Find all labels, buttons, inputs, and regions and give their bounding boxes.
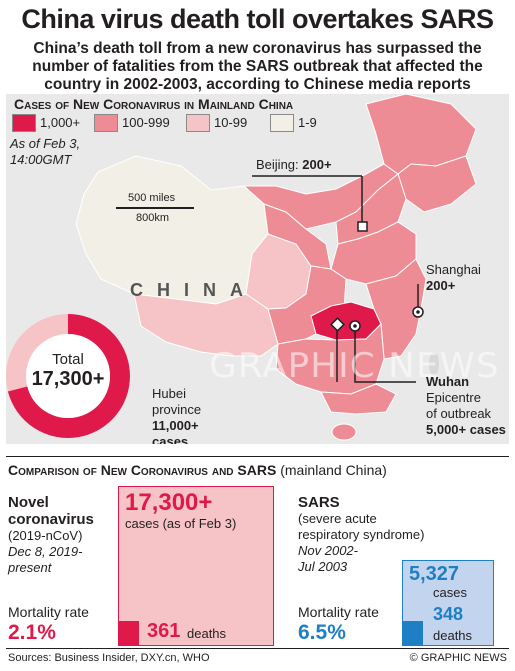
footer-sources: Sources: Business Insider, DXY.cn, WHO	[8, 652, 210, 664]
sars-mortality-value: 6.5%	[298, 621, 346, 644]
hubei-marker	[330, 317, 345, 332]
shanghai-cases: 200+	[426, 278, 456, 293]
beijing-marker	[357, 221, 368, 232]
ncov-mortality-value: 2.1%	[8, 621, 56, 644]
sars-cases-box: 5,327 cases 348 deaths	[402, 560, 494, 646]
hubei-cases: 11,000+	[152, 418, 199, 433]
wuhan-label: Wuhan Epicentre of outbreak 5,000+ cases	[426, 374, 506, 438]
region-taiwan	[429, 352, 439, 376]
comparison-title: Comparison of New Coronavirus and SARS	[8, 462, 277, 478]
wuhan-name: Wuhan	[426, 374, 470, 389]
legend-label: 1,000+	[40, 115, 81, 130]
legend-label: 100-999	[122, 115, 170, 130]
watermark: GRAPHIC NEWS	[209, 346, 500, 386]
sars-subname: (severe acute	[298, 511, 377, 526]
legend-swatch	[94, 114, 118, 132]
sars-description: SARS (severe acute respiratory syndrome)…	[298, 494, 424, 575]
wuhan-cases-suffix: cases	[469, 422, 506, 437]
shanghai-label: Shanghai 200+	[426, 262, 481, 294]
donut-hubei-share	[7, 314, 130, 438]
ncov-dates: Dec 8, 2019-	[8, 544, 83, 559]
china-map	[6, 94, 509, 444]
sars-deaths-value: 348	[433, 604, 464, 624]
as-of-note: As of Feb 3, 14:00GMT	[10, 136, 80, 168]
hubei-name: Hubei	[152, 386, 186, 401]
region-south	[320, 383, 397, 415]
ncov-mortality-label: Mortality rate	[8, 604, 89, 620]
ncov-cases-value: 17,300+	[125, 489, 213, 516]
country-label: CHINA	[130, 280, 257, 300]
sars-cases-label: cases	[433, 585, 467, 600]
ncov-name: coronavirus	[8, 511, 94, 528]
hubei-label: Hubei province 11,000+ cases	[152, 386, 201, 444]
ncov-description: Novel coronavirus (2019-nCoV) Dec 8, 201…	[8, 494, 94, 576]
ncov-cases-box: 17,300+ cases (as of Feb 3) 361 deaths	[118, 486, 274, 646]
wuhan-leader	[354, 331, 416, 383]
region-hainan	[331, 423, 357, 441]
sars-mortality-label: Mortality rate	[298, 604, 379, 620]
footer-credit: © GRAPHIC NEWS	[409, 652, 507, 664]
as-of-line: 14:00GMT	[10, 152, 72, 167]
sars-deaths-bar	[403, 621, 423, 645]
total-label: Total	[52, 351, 84, 368]
ncov-deaths-label: deaths	[187, 626, 227, 641]
page-subtitle: China’s death toll from a new coronaviru…	[32, 40, 483, 93]
legend-label: 10-99	[214, 115, 248, 130]
ncov-name: Novel	[8, 494, 49, 511]
shanghai-name: Shanghai	[426, 262, 481, 277]
ncov-dates: present	[8, 560, 52, 575]
as-of-line: As of Feb 3,	[10, 136, 81, 151]
beijing-label: Beijing: 200+	[256, 157, 332, 173]
comparison-header: Comparison of New Coronavirus and SARS (…	[8, 462, 387, 478]
ncov-deaths-bar	[119, 621, 139, 645]
sars-dates: Nov 2002-	[298, 543, 358, 558]
scale-miles-label: 500 miles	[128, 192, 176, 204]
comparison-note: (mainland China)	[280, 462, 387, 478]
ncov-subname: (2019-nCoV)	[8, 528, 83, 543]
sars-subname: respiratory syndrome)	[298, 527, 425, 542]
region-tibet	[133, 293, 279, 357]
legend-label: 1-9	[298, 115, 317, 130]
section-divider	[6, 456, 509, 457]
hubei-cases-suffix: cases	[152, 434, 189, 444]
legend-swatch	[270, 114, 294, 132]
beijing-cases: 200+	[302, 157, 332, 172]
total-value: 17,300+	[31, 368, 105, 390]
sars-dates: Jul 2003	[298, 559, 348, 574]
sars-name: SARS	[298, 494, 340, 511]
page-title: China virus death toll overtakes SARS	[21, 4, 494, 34]
wuhan-desc: of outbreak	[426, 406, 492, 421]
legend-swatch	[12, 114, 36, 132]
beijing-name: Beijing:	[256, 157, 299, 172]
ncov-deaths-value: 361	[147, 620, 181, 642]
hubei-desc: province	[152, 402, 202, 417]
sars-deaths-label: deaths	[433, 628, 473, 643]
legend-swatch	[186, 114, 210, 132]
ncov-cases-label: cases (as of Feb 3)	[125, 516, 237, 531]
map-section: Cases of New Coronavirus in Mainland Chi…	[6, 94, 509, 444]
region-south-central	[275, 322, 385, 395]
footer-divider	[6, 648, 509, 649]
scale-km-label: 800km	[136, 212, 170, 224]
map-header: Cases of New Coronavirus in Mainland Chi…	[14, 96, 294, 112]
sars-cases-value: 5,327	[409, 563, 460, 585]
donut-total: Total 17,300+	[26, 351, 110, 391]
wuhan-cases: 5,000+	[426, 422, 467, 437]
wuhan-desc: Epicentre	[426, 390, 481, 405]
